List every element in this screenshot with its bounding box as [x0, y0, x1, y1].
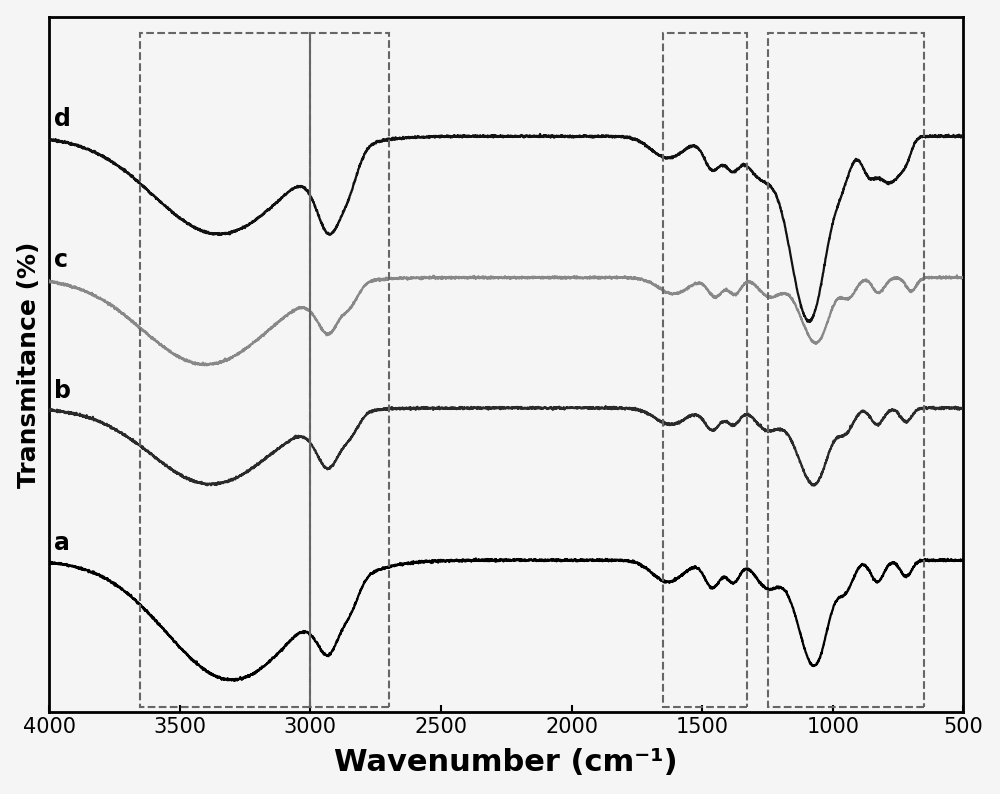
Bar: [768, 33, 924, 707]
Text: a: a: [54, 530, 70, 555]
Y-axis label: Transmitance (%): Transmitance (%): [17, 241, 41, 488]
Bar: [310, 33, 389, 707]
X-axis label: Wavenumber (cm⁻¹): Wavenumber (cm⁻¹): [334, 748, 678, 777]
Bar: [663, 33, 747, 707]
Bar: [140, 33, 310, 707]
Text: b: b: [54, 379, 71, 403]
Text: d: d: [54, 107, 71, 131]
Text: c: c: [54, 248, 68, 272]
